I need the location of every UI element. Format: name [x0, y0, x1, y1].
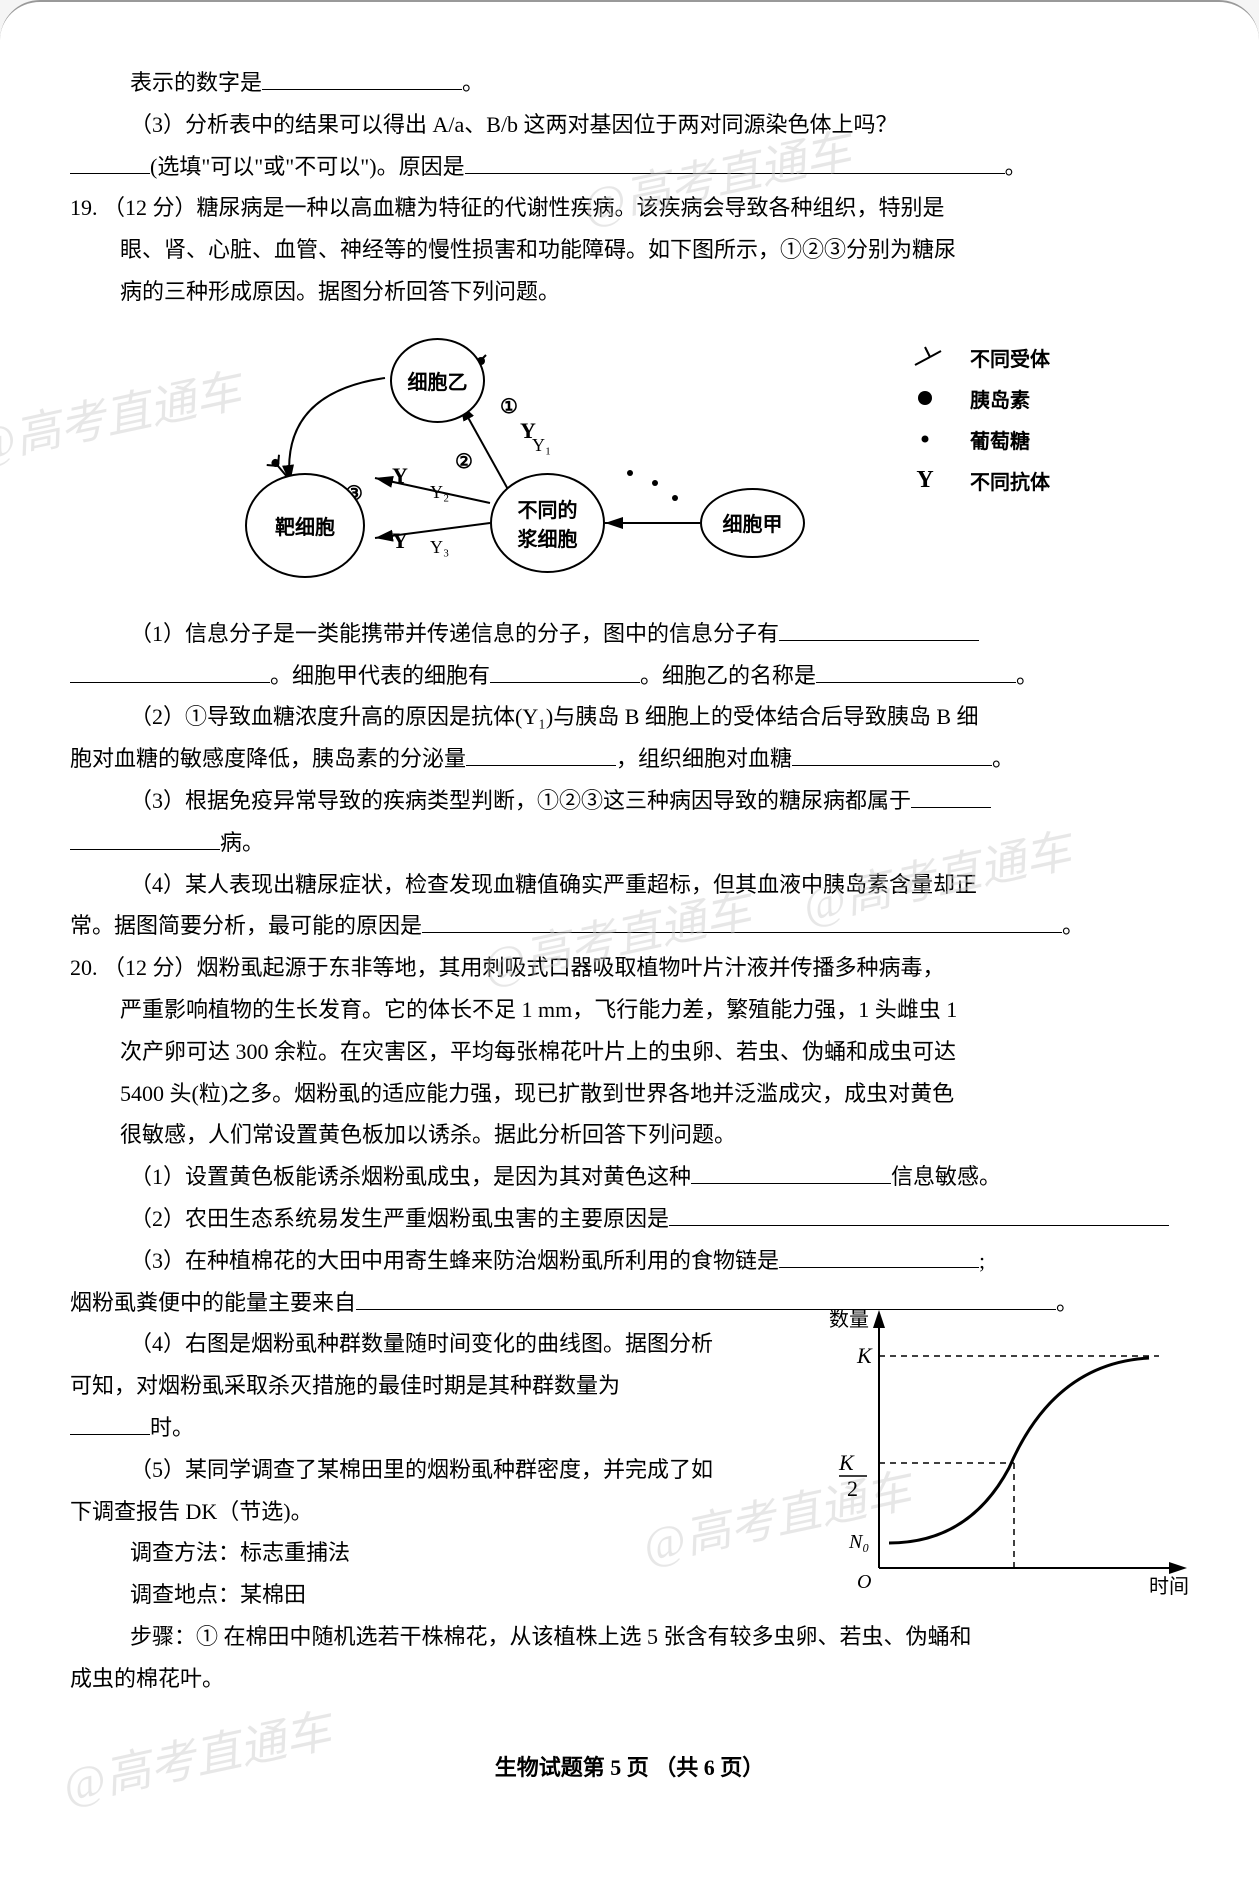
text: 信息敏感。	[891, 1164, 1001, 1189]
blank	[70, 826, 220, 850]
blank	[669, 1202, 1169, 1226]
blank	[70, 659, 270, 683]
blank	[691, 1160, 891, 1184]
blank	[70, 1411, 150, 1435]
text: 时。	[150, 1415, 194, 1440]
q18-3b: (选填"可以"或"不可以")。原因是。	[70, 146, 1189, 188]
exam-page: @高考直通车 @高考直通车 @高考直通车 @高考直通车 @高考直通车 @高考直通…	[0, 0, 1259, 1901]
legend-receptor: 不同受体	[900, 343, 1050, 372]
legend-antibody: Y 不同抗体	[900, 466, 1050, 495]
blank	[465, 150, 1005, 174]
text: 病。	[220, 830, 264, 855]
node-cell-a: 细胞甲	[700, 488, 805, 558]
text: （3）在种植棉花的大田中用寄生蜂来防治烟粉虱所利用的食物链是	[130, 1248, 779, 1273]
svg-text:K: K	[838, 1450, 855, 1475]
legend-text: 不同抗体	[970, 466, 1050, 495]
svg-text:Y: Y	[520, 418, 536, 443]
text: 常。据图简要分析，最可能的原因是	[70, 913, 422, 938]
text: 表示的数字是	[130, 70, 262, 95]
node-cell-b: 细胞乙	[390, 338, 485, 423]
q19-head2: 眼、肾、心脏、血管、神经等的慢性损害和功能障碍。如下图所示，①②③分别为糖尿	[70, 229, 1189, 271]
legend-text: 胰岛素	[970, 384, 1030, 413]
q20-head4: 5400 头(粒)之多。烟粉虱的适应能力强，现已扩散到世界各地并泛滥成灾，成虫对…	[70, 1073, 1189, 1115]
blank	[466, 742, 616, 766]
q19-head3: 病的三种形成原因。据图分析回答下列问题。	[70, 271, 1189, 313]
legend-text: 葡萄糖	[970, 425, 1030, 454]
svg-text:数量: 数量	[829, 1308, 869, 1331]
q20-5b: 下调查报告 DK（节选)。	[70, 1491, 750, 1533]
legend-text: 不同受体	[970, 343, 1050, 372]
svg-text:Y₃: Y₃	[430, 537, 449, 557]
blank	[779, 617, 979, 641]
svg-text:N₀: N₀	[848, 1531, 869, 1553]
svg-text:Y: Y	[392, 463, 408, 488]
legend-insulin: 胰岛素	[900, 384, 1050, 413]
blank	[70, 150, 150, 174]
svg-text:Y₂: Y₂	[430, 482, 449, 502]
text: ，组织细胞对血糖	[616, 746, 792, 771]
svg-text:K: K	[856, 1343, 873, 1368]
chart-svg: 数量 时间 K K 2 N₀ O	[819, 1308, 1199, 1608]
q19-4: （4）某人表现出糖尿症状，检查发现血糖值确实严重超标，但其血液中胰岛素含量却正	[70, 864, 1189, 906]
growth-curve-chart: 数量 时间 K K 2 N₀ O	[819, 1308, 1199, 1613]
text: 烟粉虱粪便中的能量主要来自	[70, 1290, 356, 1315]
q19-1b: 。细胞甲代表的细胞有。细胞乙的名称是。	[70, 655, 1189, 697]
blank	[422, 909, 1062, 933]
q19-1: （1）信息分子是一类能携带并传递信息的分子，图中的信息分子有	[70, 613, 1189, 655]
text: 。细胞乙的名称是	[640, 663, 816, 688]
q19-4b: 常。据图简要分析，最可能的原因是。	[70, 905, 1189, 947]
q20-1: （1）设置黄色板能诱杀烟粉虱成虫，是因为其对黄色这种 信息敏感。	[70, 1156, 1189, 1198]
q20-3: （3）在种植棉花的大田中用寄生蜂来防治烟粉虱所利用的食物链是;	[70, 1240, 1189, 1282]
text: （1）信息分子是一类能携带并传递信息的分子，图中的信息分子有	[130, 621, 779, 646]
blank	[792, 742, 992, 766]
page-footer: 生物试题第 5 页 （共 6 页）	[70, 1750, 1189, 1782]
text: (选填"可以"或"不可以")。原因是	[150, 154, 465, 179]
svg-text:Y: Y	[392, 528, 408, 553]
q20-head3: 次产卵可达 300 余粒。在灾害区，平均每张棉花叶片上的虫卵、若虫、伪蛹和成虫可…	[70, 1031, 1189, 1073]
q20-head5: 很敏感，人们常设置黄色板加以诱杀。据此分析回答下列问题。	[70, 1114, 1189, 1156]
node-plasma: 不同的 浆细胞	[490, 473, 605, 573]
q20-2: （2）农田生态系统易发生严重烟粉虱虫害的主要原因是	[70, 1198, 1189, 1240]
q19-2b: 胞对血糖的敏感度降低，胰岛素的分泌量，组织细胞对血糖。	[70, 738, 1189, 780]
svg-text:②: ②	[455, 451, 473, 473]
blank	[779, 1244, 979, 1268]
blank	[911, 784, 991, 808]
q20-head: 20. （12 分）烟粉虱起源于东非等地，其用刺吸式口器吸取植物叶片汁液并传播多…	[70, 947, 1189, 989]
diagram-legend: 不同受体 胰岛素 葡萄糖 Y 不同抗体	[900, 343, 1050, 507]
text: （2）农田生态系统易发生严重烟粉虱虫害的主要原因是	[130, 1206, 669, 1231]
blank	[490, 659, 640, 683]
q19-head: 19. （12 分）糖尿病是一种以高血糖为特征的代谢性疾病。该疾病会导致各种组织…	[70, 187, 1189, 229]
q19-2: （2）①导致血糖浓度升高的原因是抗体(Y₁)与胰岛 B 细胞上的受体结合后导致胰…	[70, 696, 1189, 738]
q20-5: （5）某同学调查了某棉田里的烟粉虱种群密度，并完成了如	[70, 1449, 750, 1491]
q20-head2: 严重影响植物的生长发育。它的体长不足 1 mm，飞行能力差，繁殖能力强，1 头雌…	[70, 989, 1189, 1031]
q20-4b: 可知，对烟粉虱采取杀灭措施的最佳时期是其种群数量为	[70, 1365, 750, 1407]
text-line: 表示的数字是。	[70, 62, 1189, 104]
q20-4: （4）右图是烟粉虱种群数量随时间变化的曲线图。据图分析	[70, 1323, 750, 1365]
blank	[356, 1286, 1056, 1310]
text: 。细胞甲代表的细胞有	[270, 663, 490, 688]
text: （1）设置黄色板能诱杀烟粉虱成虫，是因为其对黄色这种	[130, 1164, 691, 1189]
svg-text:①: ①	[500, 396, 518, 418]
blank	[262, 66, 462, 90]
text: 胞对血糖的敏感度降低，胰岛素的分泌量	[70, 746, 466, 771]
blank	[816, 659, 1016, 683]
svg-text:2: 2	[847, 1476, 858, 1501]
legend-glucose: 葡萄糖	[900, 425, 1050, 454]
q19-3b: 病。	[70, 822, 1189, 864]
svg-text:时间: 时间	[1149, 1575, 1189, 1598]
q18-3: （3）分析表中的结果可以得出 A/a、B/b 这两对基因位于两对同源染色体上吗？	[70, 104, 1189, 146]
text: （3）根据免疫异常导致的疾病类型判断，①②③这三种病因导致的糖尿病都属于	[130, 788, 911, 813]
q19-3: （3）根据免疫异常导致的疾病类型判断，①②③这三种病因导致的糖尿病都属于	[70, 780, 1189, 822]
cell-diagram: ① Y₁ ② Y₂ Y₃ ③ Y Y Y	[200, 323, 1050, 603]
svg-text:O: O	[857, 1571, 871, 1593]
q20-step2: 成虫的棉花叶。	[70, 1658, 1189, 1700]
node-target: 靶细胞	[245, 473, 365, 578]
q20-step: 步骤：① 在棉田中随机选若干株棉花，从该植株上选 5 张含有较多虫卵、若虫、伪蛹…	[70, 1616, 1189, 1658]
